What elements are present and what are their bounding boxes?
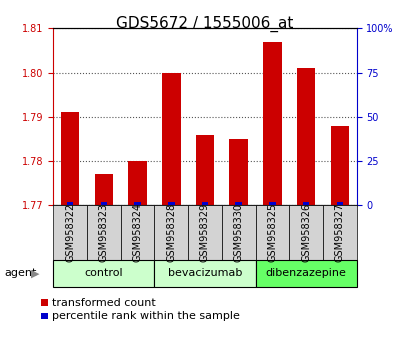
Text: GSM958329: GSM958329 xyxy=(200,203,209,262)
Text: control: control xyxy=(84,268,123,279)
Bar xyxy=(61,113,79,205)
Text: GSM958326: GSM958326 xyxy=(300,203,310,262)
Text: dibenzazepine: dibenzazepine xyxy=(265,268,346,279)
Bar xyxy=(201,202,208,205)
Bar xyxy=(302,202,309,205)
Bar xyxy=(100,202,107,205)
Bar xyxy=(67,202,73,205)
Bar xyxy=(330,126,348,205)
Bar xyxy=(336,202,342,205)
Bar xyxy=(94,175,113,205)
Bar xyxy=(296,68,315,205)
Bar xyxy=(128,161,146,205)
Text: transformed count: transformed count xyxy=(52,298,156,308)
Text: percentile rank within the sample: percentile rank within the sample xyxy=(52,311,240,321)
Text: GSM958325: GSM958325 xyxy=(267,203,277,262)
Bar xyxy=(229,139,247,205)
Text: bevacizumab: bevacizumab xyxy=(167,268,242,279)
Text: agent: agent xyxy=(4,268,36,279)
Bar xyxy=(235,202,241,205)
Bar xyxy=(168,202,174,205)
Text: GSM958324: GSM958324 xyxy=(132,203,142,262)
Text: ▶: ▶ xyxy=(31,268,39,279)
Text: GSM958323: GSM958323 xyxy=(99,203,109,262)
Bar xyxy=(162,73,180,205)
Text: GDS5672 / 1555006_at: GDS5672 / 1555006_at xyxy=(116,16,293,32)
Bar xyxy=(134,202,140,205)
Text: GSM958330: GSM958330 xyxy=(233,203,243,262)
Text: GSM958322: GSM958322 xyxy=(65,203,75,262)
Bar xyxy=(263,42,281,205)
Bar xyxy=(269,202,275,205)
Text: GSM958328: GSM958328 xyxy=(166,203,176,262)
Bar xyxy=(195,135,214,205)
Text: GSM958327: GSM958327 xyxy=(334,203,344,262)
